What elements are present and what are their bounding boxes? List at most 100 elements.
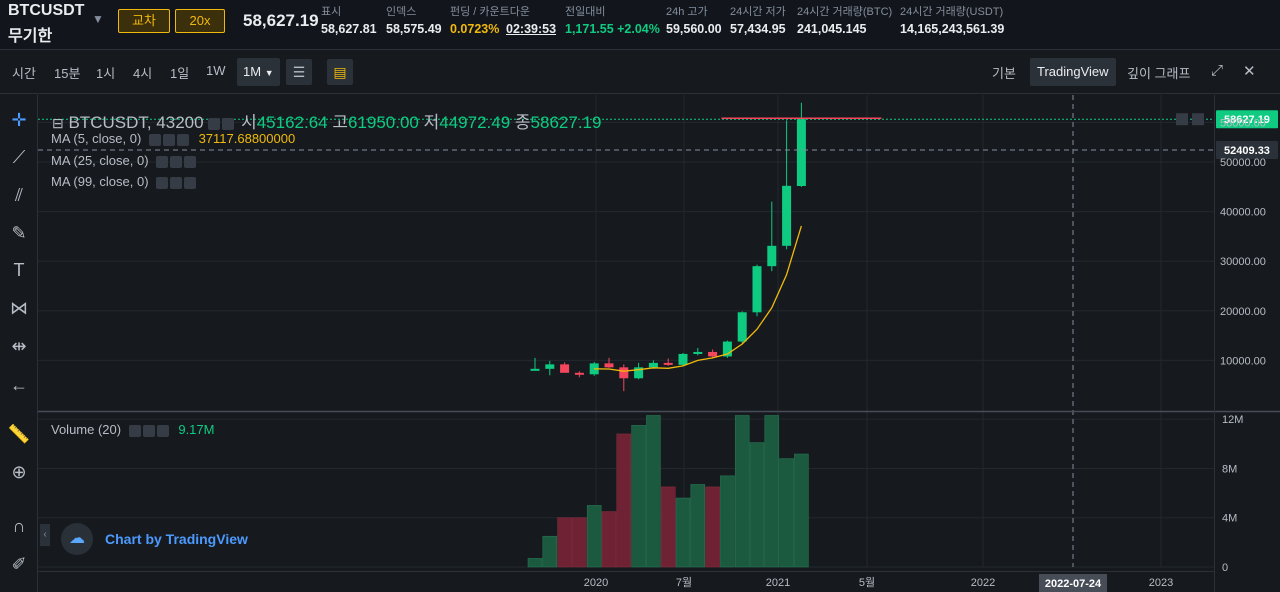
time-tick-label: 2022	[971, 577, 995, 589]
candle-body	[752, 266, 762, 313]
volume-tick-label: 12M	[1222, 414, 1243, 426]
leverage-button[interactable]: 20x	[175, 9, 225, 33]
candle-body	[782, 185, 792, 246]
legend-ma99[interactable]: MA (99, close, 0)	[51, 174, 198, 189]
tradingview-logo-icon: ☁	[61, 523, 93, 555]
view-basic[interactable]: 기본	[992, 66, 1016, 81]
timeframe-1m[interactable]: 1M ▼	[237, 58, 280, 86]
candle-body	[634, 367, 644, 379]
timeframe-1d[interactable]: 1일	[170, 66, 190, 81]
volume-bar	[601, 511, 617, 568]
legend-main: ⊟ BTCUSDT, 43200 시45162.64 고61950.00 저44…	[52, 108, 601, 133]
scale-down-icon	[1176, 113, 1188, 126]
legend-gear-icon[interactable]	[222, 117, 235, 130]
lock-drawing-icon[interactable]: ✐	[11, 554, 27, 574]
view-tradingview[interactable]: TradingView	[1030, 58, 1116, 86]
last-price: 58,627.19	[243, 11, 319, 30]
fib-tool-icon[interactable]: ⫽	[14, 185, 24, 205]
ruler-icon[interactable]: 📏	[7, 424, 31, 444]
view-depth[interactable]: 깊이 그래프	[1127, 66, 1191, 81]
candle-body	[693, 351, 703, 354]
close-icon[interactable]: ✕	[1243, 63, 1256, 80]
candle-body	[574, 372, 584, 375]
symbol-dropdown-icon[interactable]: ▼	[92, 12, 104, 26]
measure-tool-icon[interactable]: ⇹	[11, 336, 27, 356]
ma5-eye-icon[interactable]	[148, 133, 161, 146]
price-tick-label: 20000.00	[1220, 306, 1266, 318]
volume-bar	[720, 475, 735, 568]
zoom-in-icon[interactable]: ⊕	[11, 462, 27, 482]
collapse-icon[interactable]: ⊟	[52, 115, 64, 131]
legend-symbol: BTCUSDT, 43200	[68, 113, 204, 132]
volume-bar	[616, 433, 632, 568]
ma99-gear-icon[interactable]	[170, 176, 183, 189]
volume-value: 9.17M	[178, 422, 215, 437]
time-tick-label: 7월	[676, 576, 692, 589]
volume-bar	[779, 458, 794, 568]
ma5-gear-icon[interactable]	[162, 133, 175, 146]
ma99-close-icon[interactable]	[184, 176, 197, 189]
volume-close-icon[interactable]	[156, 424, 169, 437]
timeframe-15m[interactable]: 15분	[54, 66, 81, 81]
brush-icon[interactable]: ✎	[11, 223, 27, 243]
ma25-eye-icon[interactable]	[156, 155, 169, 168]
volume-bar	[764, 415, 780, 568]
magnet-icon[interactable]: ∩	[12, 516, 26, 536]
text-tool-icon[interactable]: T	[13, 260, 25, 280]
timeframe-4h[interactable]: 4시	[133, 66, 153, 81]
price-tick-label: 50000.00	[1220, 157, 1266, 169]
tradingview-brand[interactable]: ☁ Chart by TradingView	[61, 522, 248, 556]
ma5-label: MA (5, close, 0)	[51, 131, 142, 146]
volume-eye-icon[interactable]	[128, 424, 141, 437]
margin-mode-button[interactable]: 교차	[118, 9, 170, 33]
indicator-list-icon[interactable]: ▤	[327, 59, 353, 85]
volume-bar	[646, 415, 661, 568]
price-tick-label: 30000.00	[1220, 256, 1266, 268]
low-24h-value: 57,434.95	[730, 22, 786, 36]
ma5-value: 37117.68800000	[198, 131, 296, 146]
back-arrow-icon[interactable]: ←	[10, 375, 28, 395]
legend-ma5[interactable]: MA (5, close, 0) 37117.68800000	[51, 131, 295, 146]
time-tick-label: 5월	[859, 576, 875, 589]
fullscreen-icon[interactable]: ⤢	[1211, 62, 1224, 79]
crosshair-icon[interactable]: ✛	[11, 110, 27, 130]
crosshair-time-tag-label: 2022-07-24	[1045, 578, 1102, 590]
ma25-gear-icon[interactable]	[170, 155, 183, 168]
legend-volume[interactable]: Volume (20) 9.17M	[51, 422, 214, 437]
volume-tick-label: 8M	[1222, 463, 1237, 475]
time-tick-label: 2021	[766, 577, 790, 589]
volume-label: Volume (20)	[51, 422, 122, 437]
legend-low-value: 44972.49	[439, 113, 511, 132]
candle-body	[737, 312, 747, 342]
chart-toolbar: 시간 15분 1시 4시 1일 1W 1M ▼ ☰ ▤ 기본 TradingVi…	[0, 51, 1280, 94]
price-chart[interactable]: 58627.19 52409.33 2022-07-24 10000.00 20000…	[38, 95, 1280, 592]
timeframe-time[interactable]: 시간	[12, 66, 36, 81]
candle-body	[648, 362, 658, 368]
timeframe-1w[interactable]: 1W	[206, 63, 226, 78]
legend-eye-icon[interactable]	[208, 117, 221, 130]
ma25-close-icon[interactable]	[184, 155, 197, 168]
ma99-label: MA (99, close, 0)	[51, 174, 149, 189]
collapse-panel-icon[interactable]: ‹	[40, 524, 50, 546]
low-24h-label: 24시간 저가	[730, 6, 786, 18]
funding-label: 펀딩 / 카운트다운	[450, 6, 531, 18]
ma5-close-icon[interactable]	[176, 133, 189, 146]
volume-gear-icon[interactable]	[142, 424, 155, 437]
symbol-name[interactable]: BTCUSDT	[8, 2, 85, 19]
indicator-settings-icon[interactable]: ☰	[286, 59, 312, 85]
volume-usdt-value: 14,165,243,561.39	[900, 22, 1005, 36]
ma99-eye-icon[interactable]	[156, 176, 169, 189]
trendline-icon[interactable]: ⟋	[12, 147, 26, 167]
timeframe-1h[interactable]: 1시	[96, 66, 116, 81]
candle-body	[545, 364, 555, 369]
ma5-line	[594, 225, 803, 372]
legend-ma25[interactable]: MA (25, close, 0)	[51, 153, 198, 168]
change-label: 전일대비	[565, 6, 606, 18]
volume-bar	[690, 484, 706, 568]
crosshair-time-tag	[1039, 574, 1107, 592]
pattern-tool-icon[interactable]: ⋈	[10, 298, 28, 318]
legend-high-label: 고	[332, 113, 348, 132]
contract-type[interactable]: 무기한	[8, 28, 53, 45]
last-price-tag	[1216, 110, 1278, 129]
volume-bar	[631, 425, 646, 568]
